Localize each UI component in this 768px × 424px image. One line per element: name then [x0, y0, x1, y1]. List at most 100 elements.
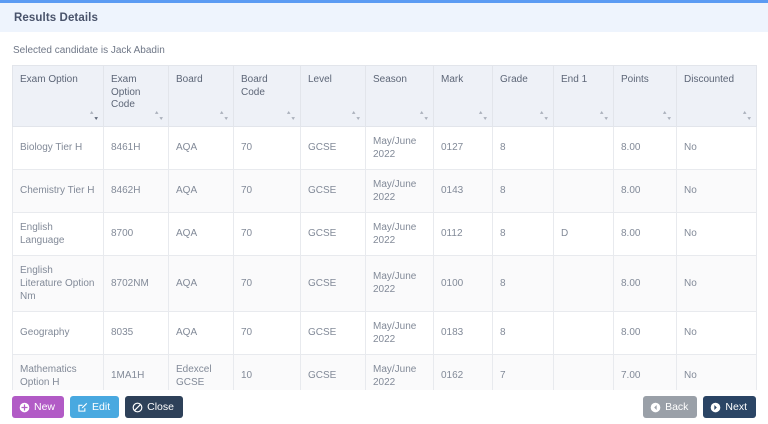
cell-board: AQA	[168, 125, 234, 170]
selected-candidate-text: Selected candidate is Jack Abadin	[13, 45, 165, 56]
cell-exam-option: Biology Tier H	[12, 125, 104, 170]
cell-mark: 0143	[433, 168, 493, 213]
next-button[interactable]: Next	[703, 396, 756, 418]
cell-discounted: No	[676, 168, 757, 213]
cell-level: GCSE	[300, 168, 366, 213]
cell-exam-option-code: 8702NM	[103, 254, 169, 312]
cell-board: AQA	[168, 310, 234, 355]
sort-icon[interactable]	[351, 110, 360, 121]
column-header-label: Season	[373, 74, 407, 85]
sort-icon[interactable]	[742, 110, 751, 121]
column-header-label: Exam Option	[20, 74, 78, 85]
cell-grade: 8	[492, 254, 554, 312]
new-button[interactable]: New	[12, 396, 65, 418]
cell-points: 8.00	[613, 211, 677, 256]
column-header-board-code[interactable]: Board Code	[233, 65, 301, 127]
column-header-label: Mark	[441, 74, 464, 85]
column-header-label: Grade	[500, 74, 528, 85]
pencil-square-icon	[78, 402, 88, 412]
cell-exam-option: Geography	[12, 310, 104, 355]
column-header-discounted[interactable]: Discounted	[676, 65, 757, 127]
cell-points: 8.00	[613, 254, 677, 312]
sort-icon[interactable]	[599, 110, 608, 121]
table-row[interactable]: Geography 8035 AQA 70 GCSE May/June 2022…	[12, 310, 757, 355]
cell-end-1	[553, 254, 614, 312]
edit-button[interactable]: Edit	[70, 396, 120, 418]
cell-board: Edexcel GCSE	[168, 353, 234, 390]
cell-level: GCSE	[300, 125, 366, 170]
cell-level: GCSE	[300, 310, 366, 355]
cell-board-code: 70	[233, 254, 301, 312]
cell-points: 8.00	[613, 310, 677, 355]
cell-grade: 8	[492, 310, 554, 355]
table-header-row: Exam Option Exam Option Code	[12, 65, 757, 127]
column-header-end-1[interactable]: End 1	[553, 65, 614, 127]
cell-exam-option: Mathematics Option H	[12, 353, 104, 390]
back-button[interactable]: Back	[643, 396, 698, 418]
column-header-grade[interactable]: Grade	[492, 65, 554, 127]
cell-discounted: No	[676, 125, 757, 170]
cell-end-1	[553, 125, 614, 170]
ban-icon	[132, 402, 143, 412]
column-header-points[interactable]: Points	[613, 65, 677, 127]
sort-icon[interactable]	[662, 110, 671, 121]
sort-icon[interactable]	[419, 110, 428, 121]
top-accent-bar	[0, 0, 768, 3]
results-table: Exam Option Exam Option Code	[12, 65, 757, 390]
cell-mark: 0162	[433, 353, 493, 390]
cell-end-1: D	[553, 211, 614, 256]
column-header-mark[interactable]: Mark	[433, 65, 493, 127]
footer-actions: New Edit Close	[0, 390, 768, 424]
cell-exam-option: Chemistry Tier H	[12, 168, 104, 213]
cell-season: May/June 2022	[365, 125, 434, 170]
sort-icon[interactable]	[539, 110, 548, 121]
column-header-label: Discounted	[684, 74, 735, 85]
cell-discounted: No	[676, 254, 757, 312]
column-header-label: End 1	[561, 74, 588, 85]
sort-icon[interactable]	[219, 110, 228, 121]
cell-mark: 0112	[433, 211, 493, 256]
sort-icon[interactable]	[478, 110, 487, 121]
column-header-season[interactable]: Season	[365, 65, 434, 127]
cell-board-code: 10	[233, 353, 301, 390]
cell-mark: 0127	[433, 125, 493, 170]
column-header-label: Board Code	[241, 74, 268, 98]
column-header-board[interactable]: Board	[168, 65, 234, 127]
table-row[interactable]: English Language 8700 AQA 70 GCSE May/Ju…	[12, 211, 757, 256]
chevron-right-circle-icon	[711, 402, 721, 412]
close-button-label: Close	[147, 400, 174, 413]
sort-active-icon[interactable]	[89, 110, 98, 121]
cell-board: AQA	[168, 254, 234, 312]
column-header-exam-option[interactable]: Exam Option	[12, 65, 104, 127]
cell-points: 8.00	[613, 125, 677, 170]
table-row[interactable]: Chemistry Tier H 8462H AQA 70 GCSE May/J…	[12, 168, 757, 213]
cell-end-1	[553, 168, 614, 213]
table-row[interactable]: English Literature Option Nm 8702NM AQA …	[12, 254, 757, 312]
cell-level: GCSE	[300, 353, 366, 390]
table-body: Biology Tier H 8461H AQA 70 GCSE May/Jun…	[12, 125, 757, 390]
cell-board: AQA	[168, 168, 234, 213]
close-button[interactable]: Close	[125, 396, 183, 418]
table-row[interactable]: Mathematics Option H 1MA1H Edexcel GCSE …	[12, 353, 757, 390]
cell-mark: 0183	[433, 310, 493, 355]
edit-button-label: Edit	[92, 400, 111, 413]
back-button-label: Back	[665, 400, 689, 413]
cell-board-code: 70	[233, 310, 301, 355]
footer-left-group: New Edit Close	[12, 396, 183, 418]
cell-exam-option-code: 1MA1H	[103, 353, 169, 390]
cell-season: May/June 2022	[365, 310, 434, 355]
cell-end-1	[553, 310, 614, 355]
cell-exam-option-code: 8700	[103, 211, 169, 256]
cell-board: AQA	[168, 211, 234, 256]
panel-header: Results Details	[0, 3, 768, 32]
sort-icon[interactable]	[154, 110, 163, 121]
cell-points: 7.00	[613, 353, 677, 390]
sort-icon[interactable]	[286, 110, 295, 121]
column-header-exam-option-code[interactable]: Exam Option Code	[103, 65, 169, 127]
column-header-level[interactable]: Level	[300, 65, 366, 127]
cell-discounted: No	[676, 353, 757, 390]
cell-points: 8.00	[613, 168, 677, 213]
cell-level: GCSE	[300, 254, 366, 312]
table-row[interactable]: Biology Tier H 8461H AQA 70 GCSE May/Jun…	[12, 125, 757, 170]
